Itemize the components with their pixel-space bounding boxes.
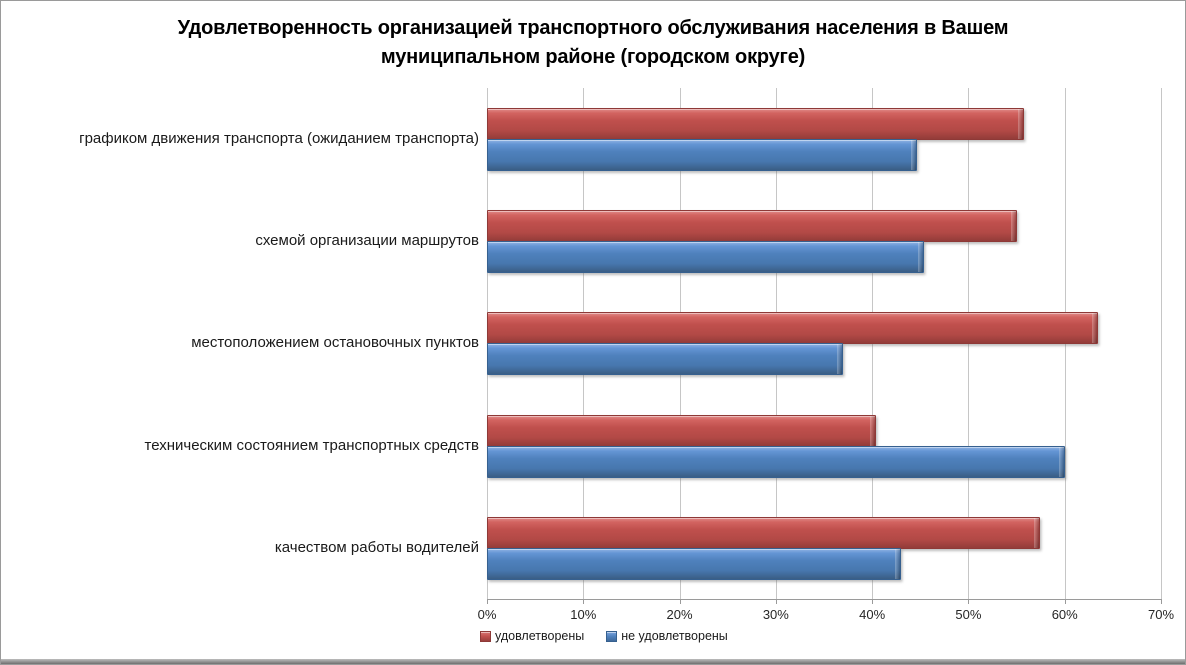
bar-endcap [1034,517,1039,548]
x-axis-label: 40% [859,607,886,622]
category-label: техническим состоянием транспортных сред… [144,436,479,454]
category-label: графиком движения транспорта (ожиданием … [79,130,479,148]
legend-marker-icon [606,630,618,642]
x-axis-line [487,599,1162,600]
bar-endcap [1092,313,1097,344]
legend-item-red[interactable]: удовлетворены [480,629,584,643]
legend-marker-icon [480,630,491,642]
x-axis-label: 20% [666,607,693,622]
bar-не удовлетворены-2[interactable] [487,241,924,274]
bar-endcap [1059,446,1064,477]
x-axis-label: 70% [1147,607,1175,622]
tick-mark-40% [872,600,874,604]
bar-не удовлетворены-5[interactable] [487,547,901,580]
tick-mark-0% [487,600,488,604]
tick-mark-20% [679,600,681,604]
legend-label: не удовлетворены [621,629,728,643]
category-label: качеством работы водителей [274,538,479,556]
bar-не удовлетворены-3[interactable] [487,343,843,376]
bar-не удовлетворены-1[interactable] [487,139,917,171]
tick-mark-10% [583,600,585,604]
bar-удовлетворены-3[interactable] [487,312,1098,345]
x-axis-label: 30% [762,607,789,622]
x-axis-label: 10% [570,607,597,622]
bar-не удовлетворены-4[interactable] [487,445,1065,478]
x-axis-label: 0% [477,607,497,622]
category-label: местоположением остановочных пунктов [191,334,479,352]
bar-удовлетворены-4[interactable] [487,414,876,447]
bar-удовлетворены-5[interactable] [487,516,1040,549]
category-label: схемой организации маршрутов [255,232,479,250]
plot-area [487,88,1162,599]
x-axis-label: 50% [955,607,982,622]
bar-endcap [911,140,916,170]
bar-удовлетворены-1[interactable] [487,108,1024,140]
bar-endcap [918,242,923,273]
legend: удовлетворены не удовлетворены [480,629,728,643]
bottom-border-strip [1,659,1185,664]
legend-item-blue[interactable]: не удовлетворены [606,629,728,643]
bar-endcap [1011,211,1016,242]
gridline-70% [1161,88,1162,599]
bar-endcap [837,344,842,375]
bar-endcap [895,548,900,579]
tick-mark-60% [1064,600,1066,604]
tick-mark-50% [968,600,970,604]
bar-удовлетворены-2[interactable] [487,210,1017,243]
legend-label: удовлетворены [495,629,585,643]
bar-endcap [1018,109,1023,139]
tick-mark-30% [775,600,777,604]
bar-endcap [870,415,875,446]
chart-title: Удовлетворенность организацией транспорт… [177,17,1009,68]
x-axis-label: 60% [1051,607,1078,622]
tick-mark-70% [1161,600,1162,604]
